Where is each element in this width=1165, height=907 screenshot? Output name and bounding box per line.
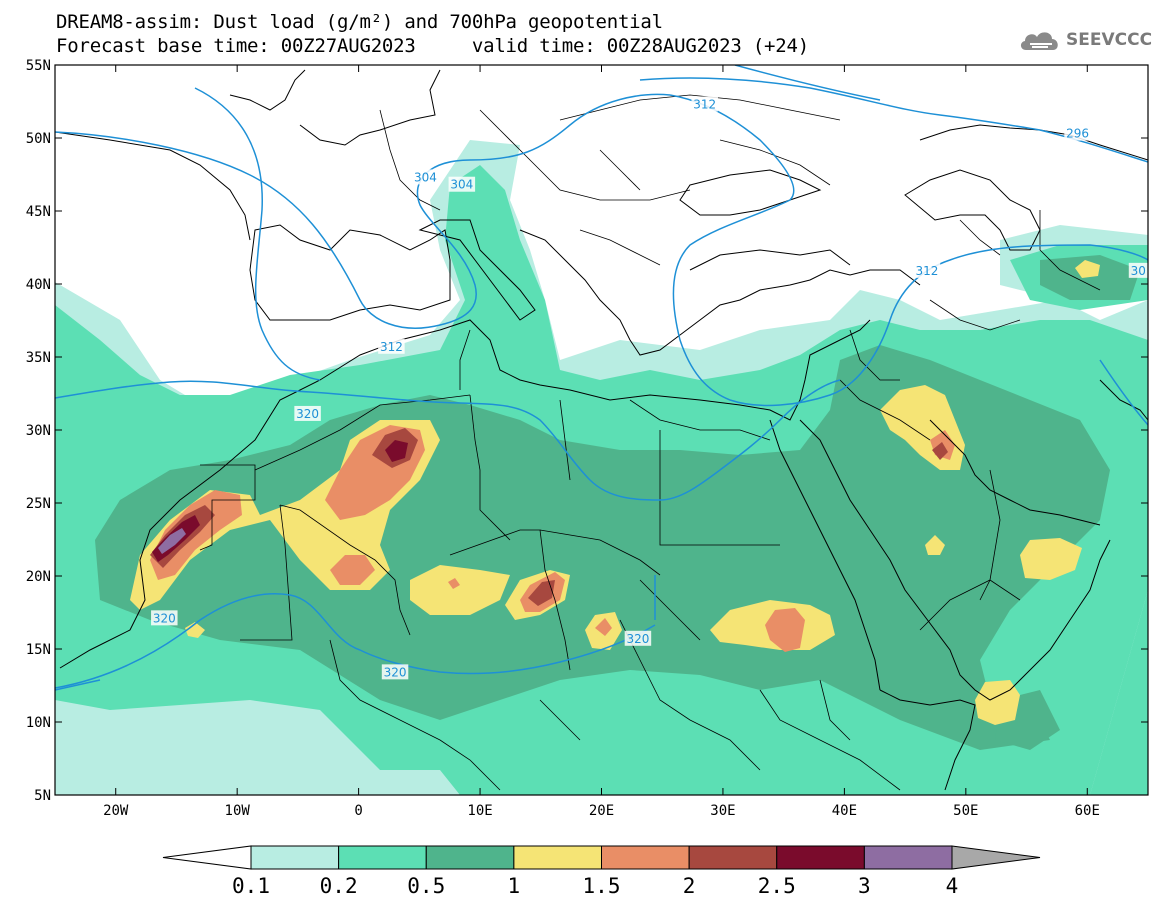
logo-text: SEEVCCC [1066,30,1153,50]
contour-label: 320 [384,665,407,679]
contour-label: 320 [153,611,176,625]
colorbar-label: 0.1 [232,874,270,898]
contour-label: 320 [296,407,319,421]
dust-field: 304 304 312 296 312 312 30 320 320 320 320 [55,65,1148,795]
contour-label-bg [1064,125,1091,141]
contour-label-bg [691,96,718,112]
contour-label-bg [913,262,941,278]
longitude-axis: 20W 10W 0 10E 20E 30E 40E 50E 60E [103,65,1100,819]
colorbar-segment [601,845,690,870]
lon-tick-label: 50E [953,803,978,819]
lat-tick-label: 30N [26,423,51,439]
lat-tick-label: 15N [26,642,51,658]
contour-label: 312 [380,340,403,354]
colorbar-under-triangle [162,845,252,870]
colorbar-segment [250,845,340,870]
contour-label: 320 [626,632,649,646]
lon-tick-label: 20E [589,803,614,819]
lat-tick-label: 5N [34,788,51,804]
dust-level-3 [158,528,186,554]
lat-tick-label: 10N [26,715,51,731]
map-title: DREAM8-assim: Dust load (g/m²) and 700hP… [56,11,663,33]
contour-label: 312 [916,264,939,278]
colorbar-label: 3 [858,874,871,898]
lat-tick-label: 50N [26,131,51,147]
lat-tick-label: 35N [26,350,51,366]
contour-label: 296 [1066,127,1089,141]
colorbar: 0.1 0.2 0.5 1 1.5 2 2.5 3 4 [162,845,1041,898]
lon-tick-label: 20W [103,803,129,819]
lat-tick-label: 25N [26,496,51,512]
contour-label-bg [151,610,178,626]
colorbar-label: 2.5 [758,874,796,898]
colorbar-label: 1.5 [583,874,621,898]
lon-tick-label: 40E [832,803,857,819]
colorbar-label: 4 [946,874,959,898]
colorbar-segment [425,845,515,870]
latitude-axis: 55N 50N 45N 40N 35N 30N 25N 20N 15N 10N 5N [26,58,1148,804]
lon-tick-label: 10E [467,803,492,819]
seevccc-logo: SEEVCCC [1018,24,1158,60]
contour-label: 304 [450,178,473,192]
lon-tick-label: 60E [1075,803,1100,819]
contour-label-bg [412,169,439,185]
lat-tick-label: 40N [26,277,51,293]
contour-label-bg [1128,262,1148,278]
cloud-icon [1020,32,1058,50]
contour-label-bg [294,405,321,421]
colorbar-label: 0.2 [320,874,358,898]
colorbar-over-triangle [951,845,1041,870]
contour-label-bg [381,664,409,680]
lat-tick-label: 20N [26,569,51,585]
colorbar-segment [863,845,953,870]
lon-tick-label: 30E [710,803,735,819]
lon-tick-label: 10W [225,803,251,819]
lon-tick-label: 0 [354,803,362,819]
contour-label: 312 [693,97,716,111]
colorbar-segment [776,845,865,870]
colorbar-label: 0.5 [407,874,445,898]
contour-label: 304 [414,170,437,184]
colorbar-segment [338,845,427,870]
contour-label-bg [448,176,476,192]
country-borders [199,94,1101,791]
lat-tick-label: 55N [26,58,51,74]
contour-label-bg [624,630,652,646]
colorbar-segment [688,845,778,870]
forecast-time-subtitle: Forecast base time: 00Z27AUG2023 valid t… [56,35,810,57]
contour-label: 30 [1131,264,1146,278]
colorbar-label: 1 [508,874,521,898]
contour-labels: 304 304 312 296 312 312 30 320 320 320 320 [151,96,1148,680]
colorbar-label: 2 [683,874,696,898]
contour-label-bg [378,338,405,354]
colorbar-segment [513,845,602,870]
lat-tick-label: 45N [26,204,51,220]
